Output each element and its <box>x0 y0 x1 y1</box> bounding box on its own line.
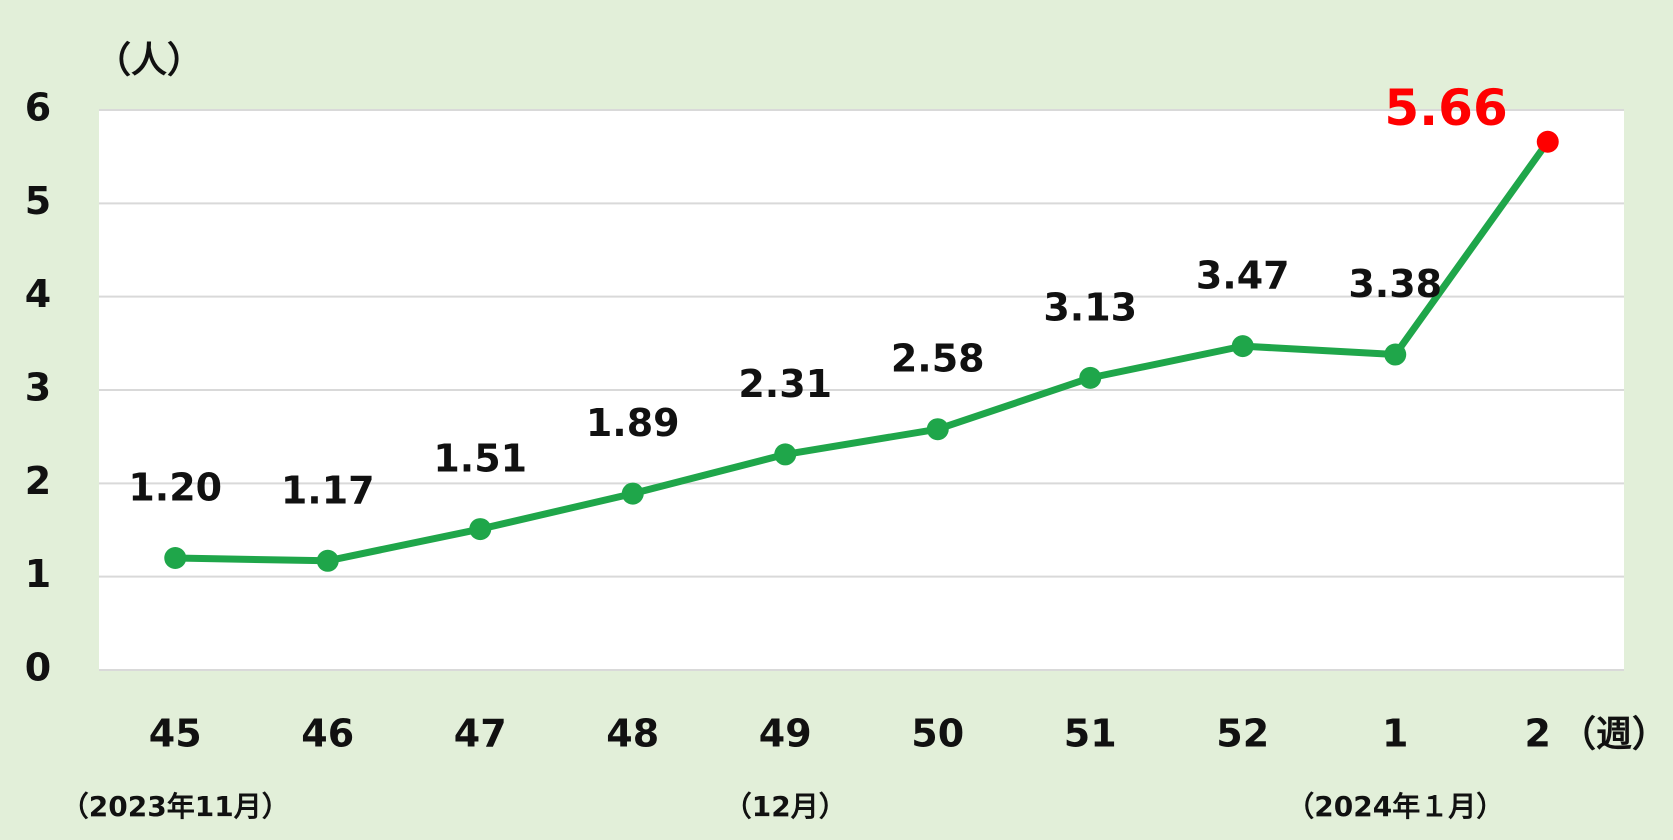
x-tick-label: 2 <box>1525 712 1551 756</box>
series-line <box>175 139 1551 565</box>
month-label: （12月） <box>724 790 847 823</box>
y-tick-label: 0 <box>25 646 51 690</box>
x-tick-label: 51 <box>1064 712 1117 756</box>
y-tick-label: 2 <box>25 459 51 503</box>
data-label: 1.17 <box>281 468 375 512</box>
data-point <box>774 443 797 466</box>
data-point <box>316 549 339 572</box>
data-point <box>926 418 949 441</box>
y-axis-unit: （人） <box>95 40 203 81</box>
x-tick-label: 46 <box>301 712 354 756</box>
data-point <box>1384 343 1407 366</box>
data-label: 2.31 <box>738 362 832 406</box>
x-tick-label: 1 <box>1382 712 1408 756</box>
data-label: 1.20 <box>128 466 222 510</box>
x-axis-unit: （週） <box>1560 714 1668 755</box>
x-tick-label: 50 <box>911 712 964 756</box>
data-label: 3.47 <box>1196 254 1290 298</box>
data-label: 2.58 <box>891 337 985 381</box>
x-tick-label: 52 <box>1216 712 1269 756</box>
data-label: 5.66 <box>1384 79 1507 137</box>
y-tick-label: 6 <box>25 86 51 130</box>
y-tick-label: 5 <box>25 179 51 223</box>
data-point <box>1079 366 1102 389</box>
data-point <box>164 547 187 569</box>
x-tick-label: 45 <box>149 712 202 756</box>
data-label: 1.89 <box>586 401 680 445</box>
x-tick-label: 48 <box>606 712 659 756</box>
data-point <box>1536 130 1559 153</box>
data-label: 1.51 <box>433 437 527 481</box>
y-tick-label: 4 <box>25 272 51 316</box>
x-tick-label: 47 <box>454 712 507 756</box>
data-label: 3.38 <box>1348 262 1442 306</box>
data-label: 3.13 <box>1043 285 1137 329</box>
data-point <box>469 518 492 541</box>
data-point <box>1231 335 1254 358</box>
y-tick-label: 3 <box>25 366 51 410</box>
month-label: （2024年１月） <box>1286 790 1504 823</box>
y-tick-label: 1 <box>25 552 51 596</box>
data-point <box>621 482 644 505</box>
month-label: （2023年11月） <box>61 790 290 823</box>
x-tick-label: 49 <box>759 712 812 756</box>
